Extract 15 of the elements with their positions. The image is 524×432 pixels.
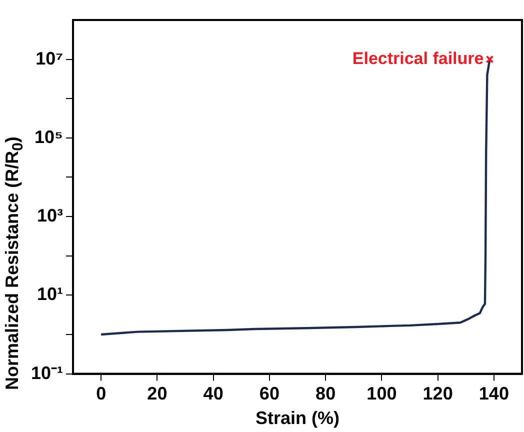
y-tick-label: 10⁷ — [36, 48, 64, 68]
y-tick-label: 10⁻¹ — [31, 362, 64, 383]
y-tick-label: 10¹ — [37, 284, 64, 304]
x-tick-label: 40 — [203, 384, 224, 404]
x-tick-label: 0 — [96, 384, 106, 404]
x-tick-label: 80 — [316, 384, 336, 404]
y-tick-label: 10³ — [37, 206, 64, 226]
x-tick-label: 140 — [478, 384, 509, 404]
y-tick-label: 10⁵ — [34, 126, 64, 147]
x-tick-label: 60 — [259, 384, 280, 404]
x-axis-title: Strain (%) — [256, 408, 340, 428]
x-tick-label: 120 — [422, 384, 453, 404]
x-tick-label: 20 — [147, 384, 168, 404]
annotation: Electrical failure — [352, 49, 484, 68]
x-tick-label: 100 — [366, 384, 397, 404]
